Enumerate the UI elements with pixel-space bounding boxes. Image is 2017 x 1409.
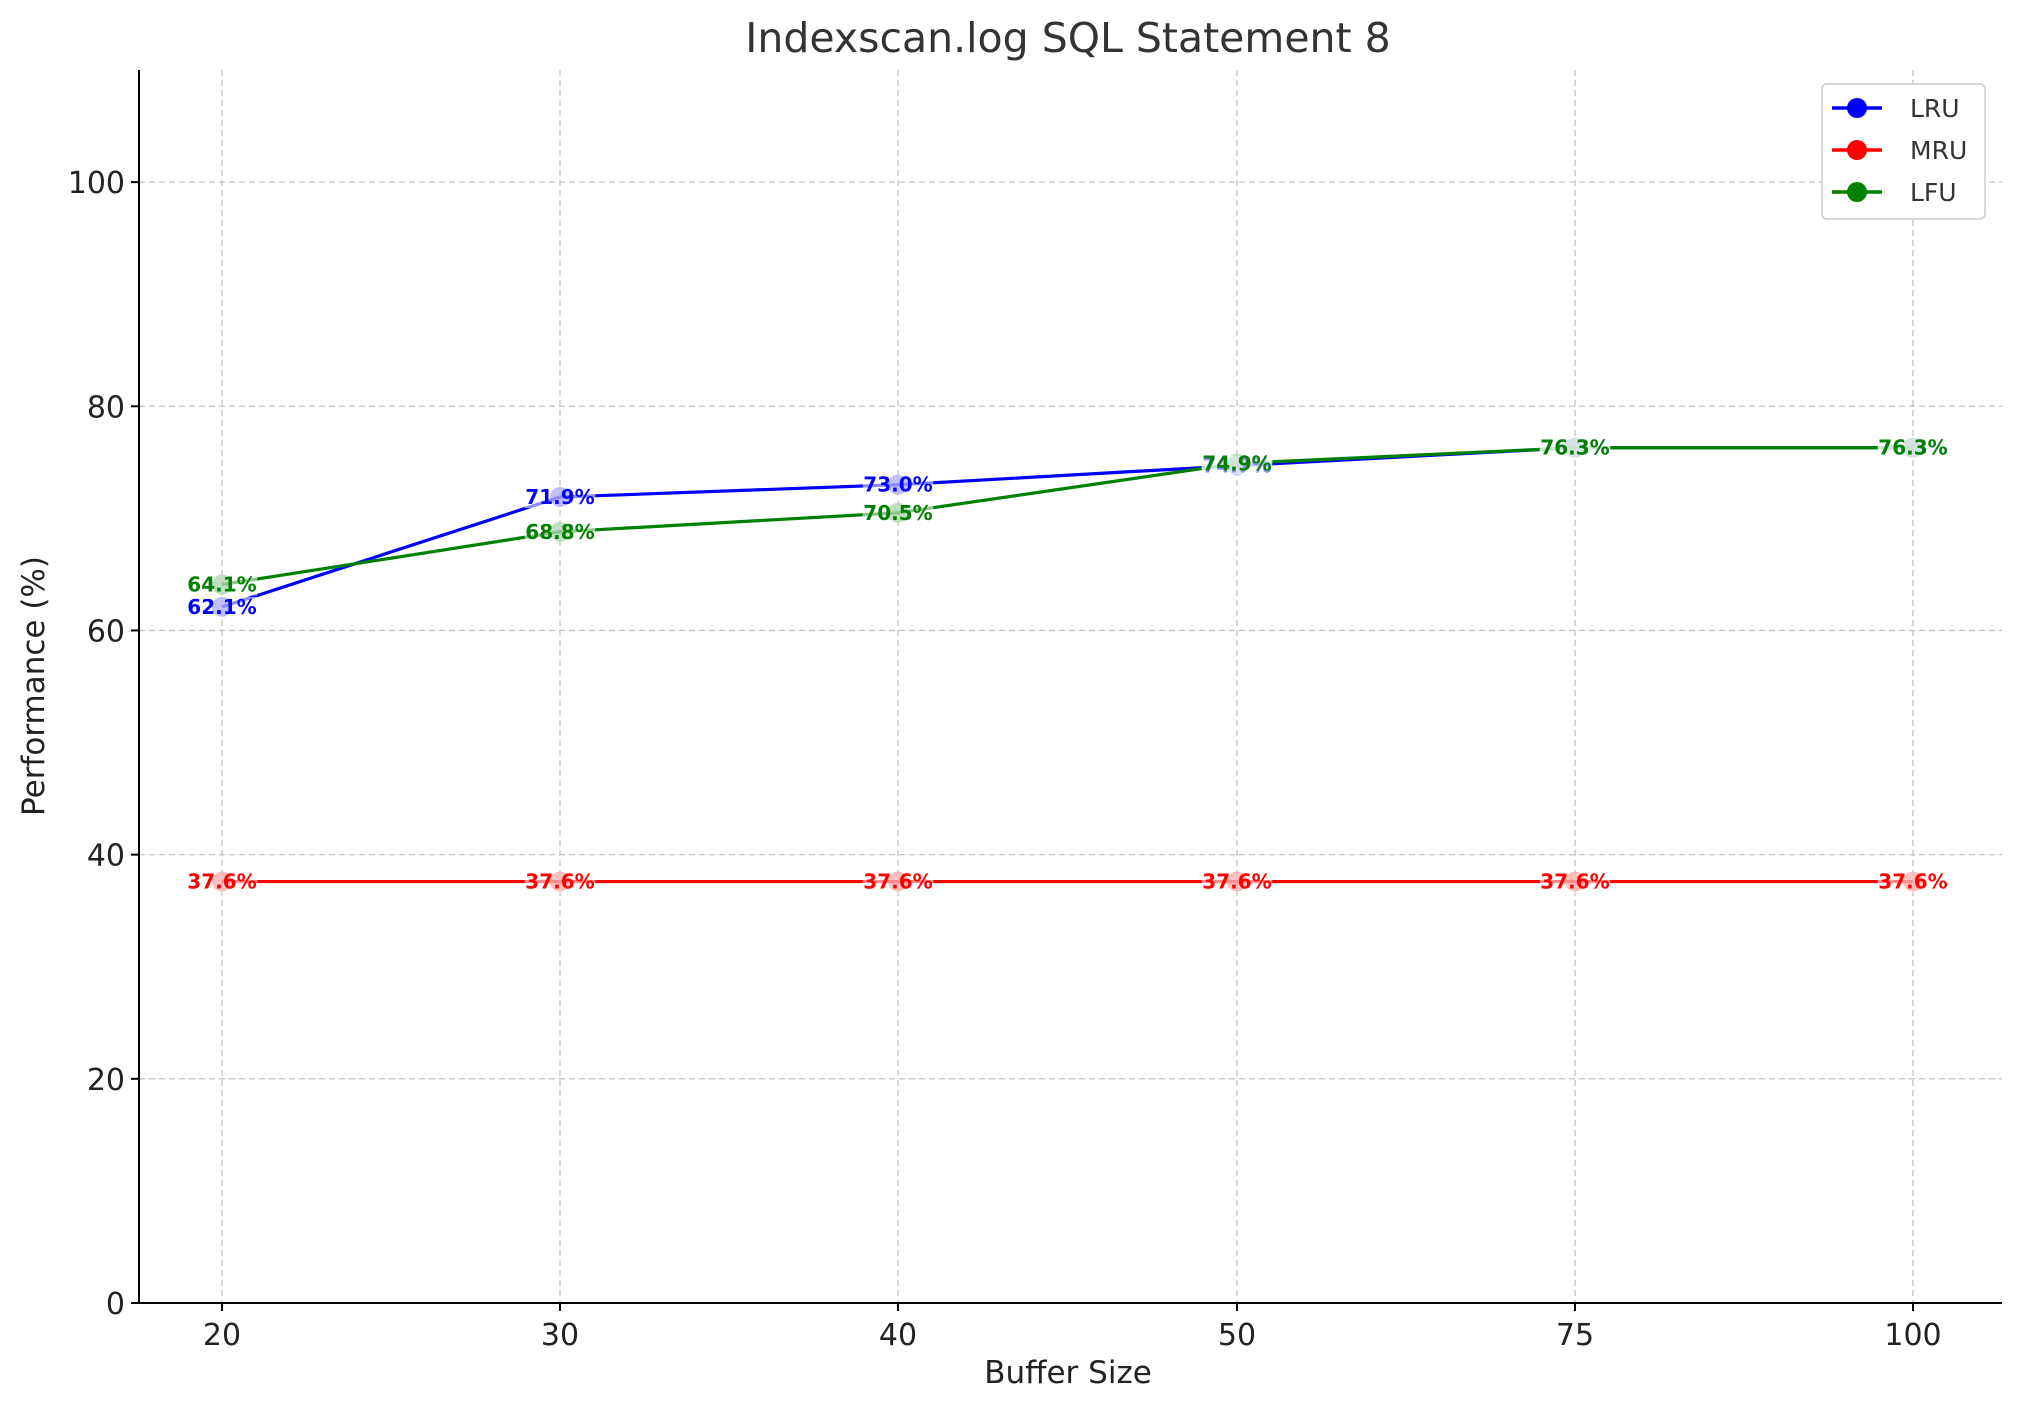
lru-data-label-bg bbox=[862, 474, 934, 496]
mru-data-label-bg bbox=[186, 871, 258, 893]
lru-legend-label: LRU bbox=[1910, 94, 1960, 123]
mru-data-label-bg bbox=[1539, 871, 1611, 893]
lfu-data-label-bg bbox=[1201, 453, 1273, 475]
mru-data-label-bg bbox=[1201, 871, 1273, 893]
lfu-series-line bbox=[221, 446, 1913, 587]
x-tick-label: 50 bbox=[1218, 1318, 1256, 1353]
lru-data-label-bg bbox=[524, 487, 596, 509]
lfu-data-label-bg bbox=[1877, 437, 1949, 459]
mru-data-label: 37.6% bbox=[525, 870, 594, 894]
mru-data-label: 37.6% bbox=[187, 870, 256, 894]
legend: LRU MRU LFU bbox=[1821, 83, 1986, 220]
lru-data-label: 73.0% bbox=[863, 473, 932, 497]
lfu-legend-marker bbox=[1847, 182, 1867, 202]
y-tick-label: 80 bbox=[87, 390, 125, 425]
lfu-legend-label: LFU bbox=[1910, 178, 1957, 207]
lru-data-label-bg bbox=[186, 596, 258, 618]
ticks: 20 30 40 50 75 100 0 20 40 60 80 100 bbox=[68, 166, 1942, 1353]
mru-legend-marker bbox=[1847, 140, 1867, 160]
lfu-data-label: 74.9% bbox=[1202, 451, 1271, 475]
y-tick-label: 20 bbox=[87, 1063, 125, 1098]
lfu-data-label: 76.3% bbox=[1540, 436, 1609, 460]
lfu-data-label-bg bbox=[862, 502, 934, 524]
lfu-data-label-bg bbox=[524, 521, 596, 543]
lfu-data-label: 76.3% bbox=[1878, 436, 1947, 460]
lfu-data-label-bg bbox=[186, 574, 258, 596]
axes bbox=[138, 70, 2002, 1304]
data-labels: 62.1%71.9%73.0%74.7%76.3%76.3%37.6%37.6%… bbox=[186, 436, 1949, 894]
lfu-data-label: 64.1% bbox=[187, 572, 256, 596]
x-tick-label: 30 bbox=[541, 1318, 579, 1353]
mru-data-label: 37.6% bbox=[1202, 870, 1271, 894]
y-tick-label: 40 bbox=[87, 839, 125, 874]
lfu-data-label: 68.8% bbox=[525, 520, 594, 544]
chart-title: Indexscan.log SQL Statement 8 bbox=[745, 14, 1391, 62]
lru-legend-marker bbox=[1847, 98, 1867, 118]
mru-data-label: 37.6% bbox=[1878, 870, 1947, 894]
lfu-data-label: 70.5% bbox=[863, 501, 932, 525]
y-tick-label: 60 bbox=[87, 614, 125, 649]
lru-data-label: 71.9% bbox=[525, 485, 594, 509]
x-tick-label: 75 bbox=[1556, 1318, 1594, 1353]
grid bbox=[139, 70, 2002, 1303]
mru-data-label: 37.6% bbox=[863, 870, 932, 894]
y-tick-label: 0 bbox=[106, 1287, 125, 1322]
mru-legend-label: MRU bbox=[1910, 136, 1967, 165]
mru-data-label-bg bbox=[524, 871, 596, 893]
mru-data-label-bg bbox=[1877, 871, 1949, 893]
x-axis-label: Buffer Size bbox=[984, 1355, 1152, 1391]
lru-data-label: 62.1% bbox=[187, 595, 256, 619]
lfu-data-label-bg bbox=[1539, 437, 1611, 459]
x-tick-label: 20 bbox=[203, 1318, 241, 1353]
y-tick-label: 100 bbox=[68, 166, 125, 201]
x-tick-label: 100 bbox=[1884, 1318, 1941, 1353]
mru-data-label: 37.6% bbox=[1540, 870, 1609, 894]
mru-data-label-bg bbox=[862, 871, 934, 893]
y-axis-label: Performance (%) bbox=[16, 556, 52, 816]
x-tick-label: 40 bbox=[879, 1318, 917, 1353]
